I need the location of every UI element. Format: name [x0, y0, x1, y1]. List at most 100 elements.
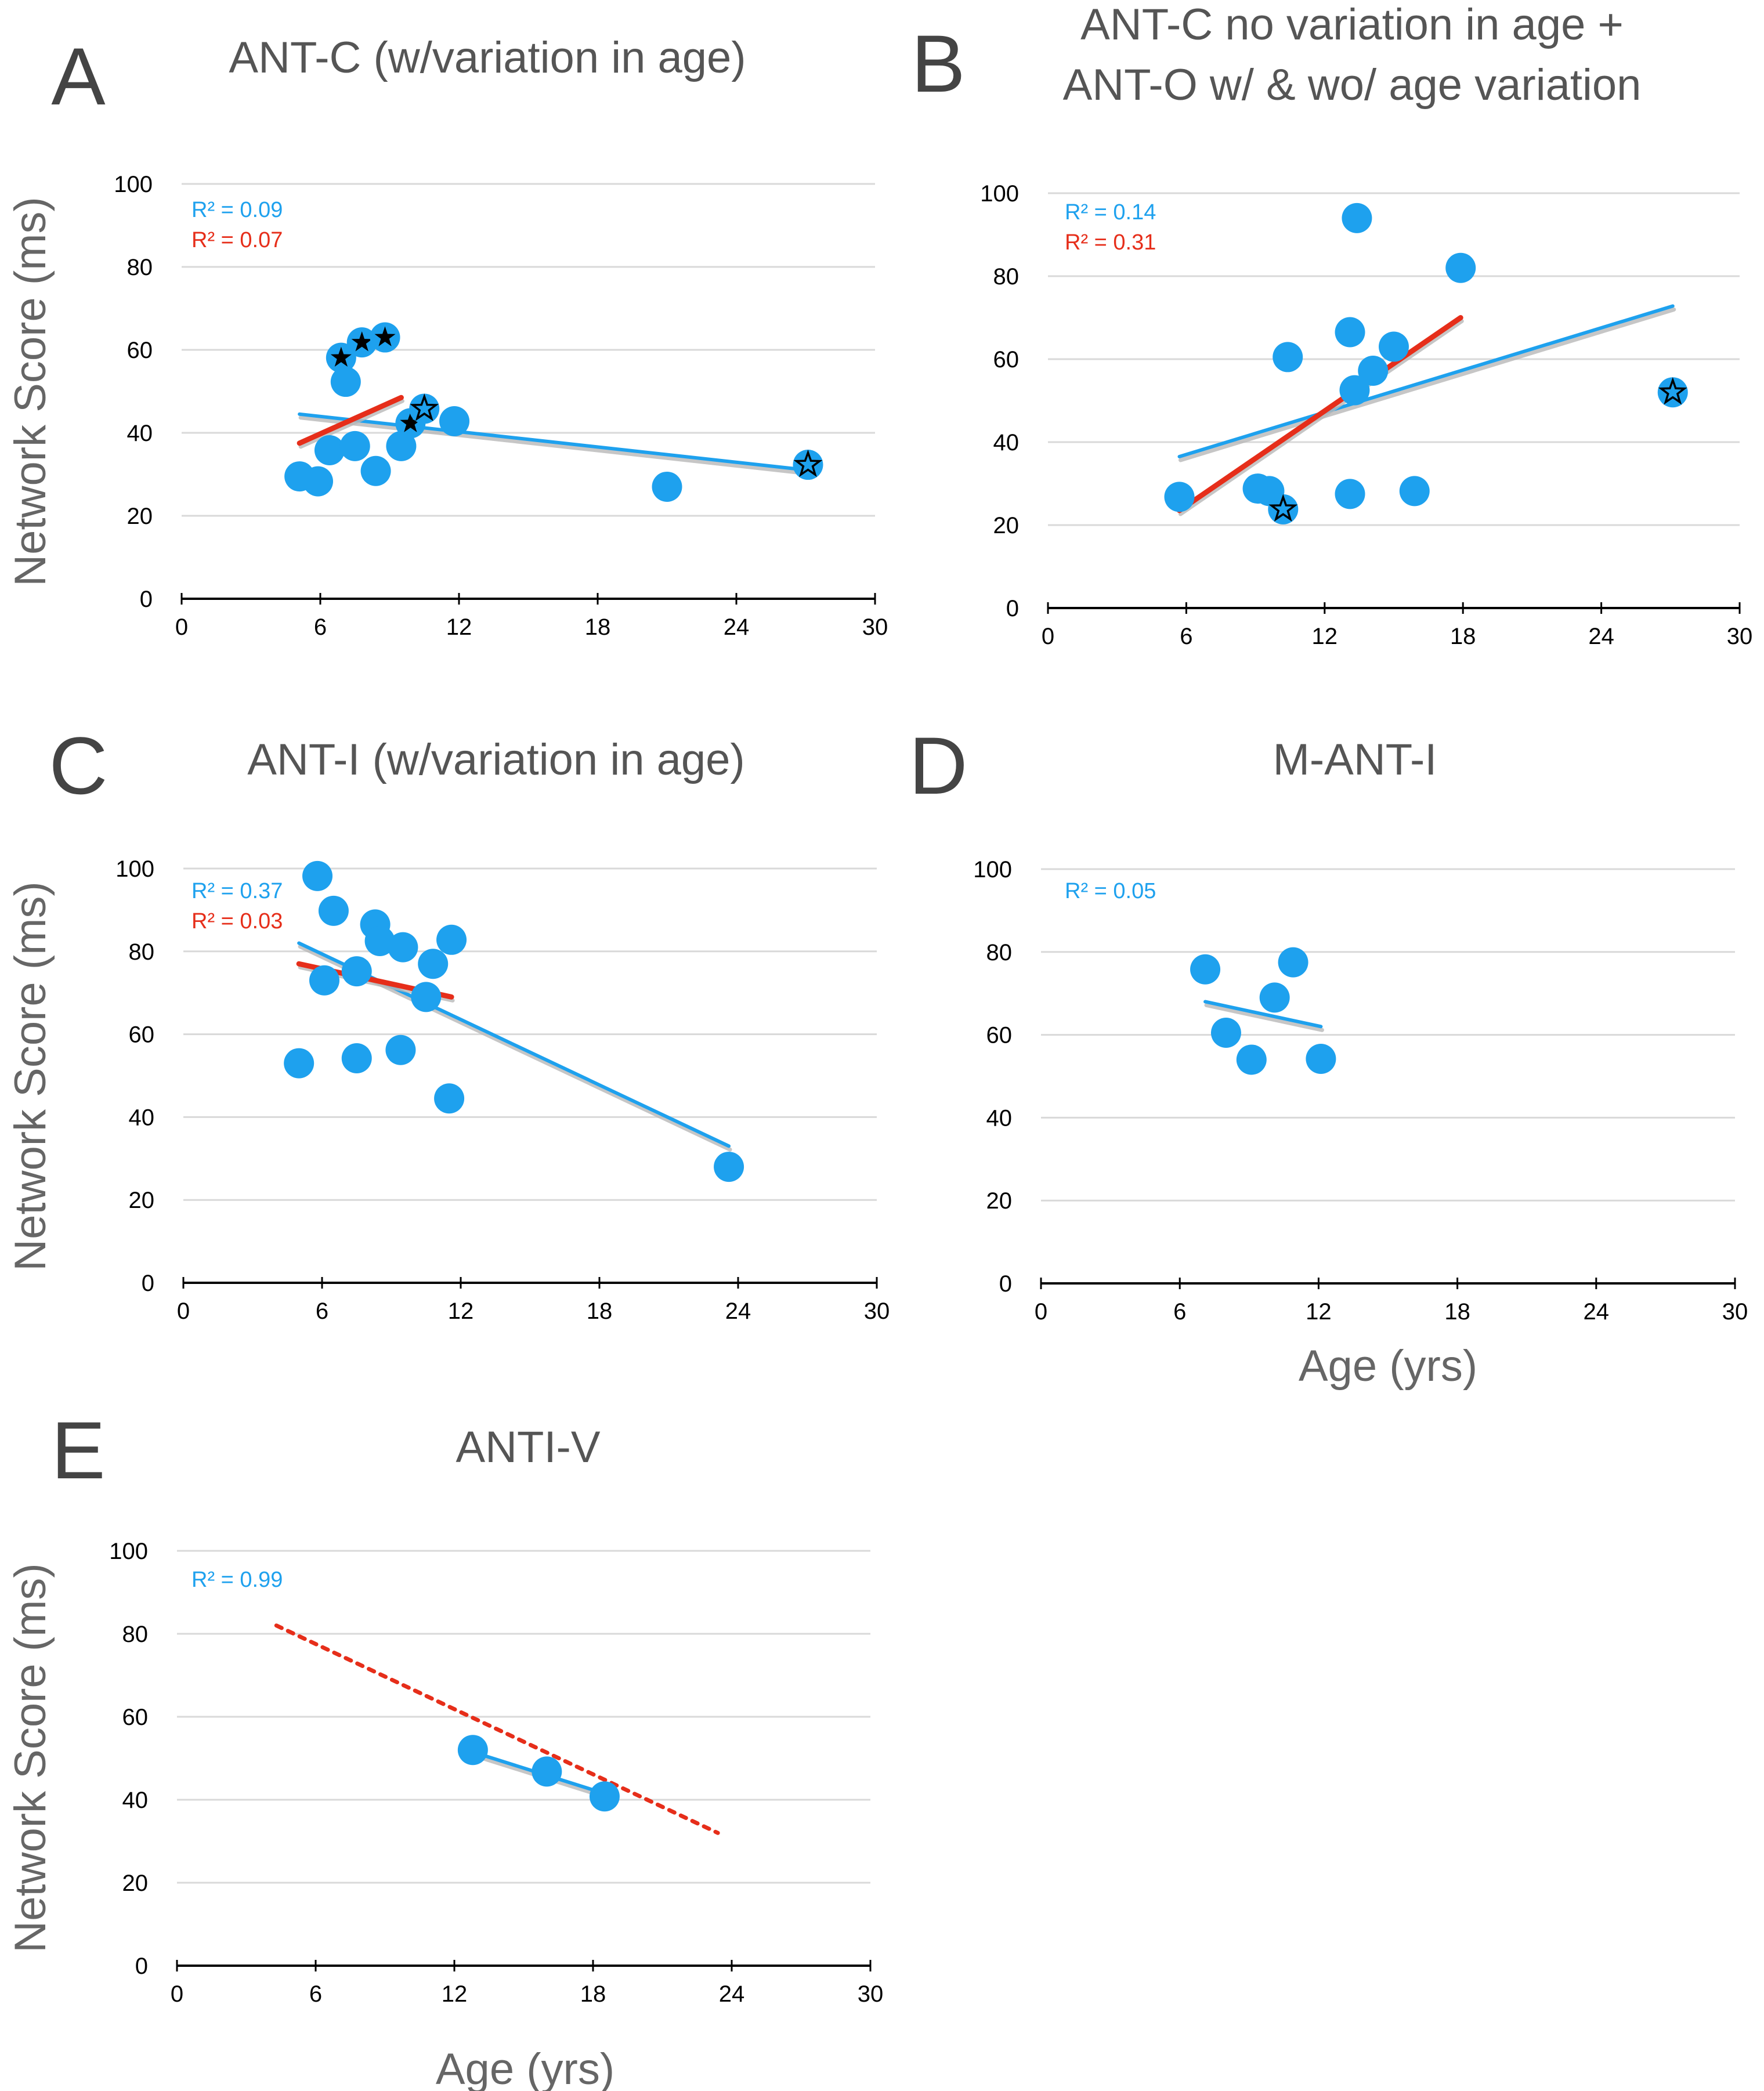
star-marker-filled: [374, 326, 396, 346]
y-tick-label: 20: [986, 1188, 1013, 1214]
panel-letter: B: [911, 18, 965, 109]
data-point: [439, 406, 470, 436]
data-point: [418, 949, 449, 979]
panel-title: ANTI-V: [456, 1423, 600, 1472]
x-tick-label: 30: [858, 1981, 884, 2007]
panel-letter: C: [49, 720, 107, 811]
y-tick-label: 80: [127, 255, 153, 280]
star-marker-filled: [400, 412, 421, 432]
star-marker-open: [793, 449, 823, 477]
panel-title: ANT-C no variation in age +: [1080, 0, 1624, 49]
r2-label-red: R² = 0.07: [191, 228, 283, 252]
star-marker-filled: [351, 331, 373, 352]
x-tick-label: 0: [177, 1298, 190, 1324]
x-tick-label: 30: [1722, 1299, 1748, 1325]
data-point: [385, 1034, 416, 1065]
x-tick-label: 0: [1042, 624, 1054, 649]
x-tick-label: 30: [1727, 624, 1753, 649]
y-axis-label: Network Score (ms): [6, 197, 55, 586]
trendline-red: [1176, 315, 1463, 513]
data-point: [1236, 1044, 1267, 1075]
x-tick-label: 24: [1588, 624, 1614, 649]
data-point: [341, 1043, 372, 1074]
star-marker-open: [410, 393, 439, 421]
data-point: [1210, 1018, 1241, 1048]
data-point: [303, 466, 334, 497]
r2-label-blue: R² = 0.99: [191, 1568, 283, 1592]
x-tick-label: 18: [587, 1298, 613, 1324]
x-tick-label: 30: [862, 614, 888, 640]
x-tick-label: 18: [585, 614, 611, 640]
data-point: [1306, 1044, 1336, 1075]
trendline-shadow: [1178, 319, 1464, 516]
panel-a: A ANT-C (w/variation in age) 0 6 12 18 24 30 0 20…: [6, 31, 888, 640]
data-point: [1259, 982, 1290, 1013]
data-point: [1399, 476, 1430, 507]
x-axis-label: Age (yrs): [436, 2045, 614, 2091]
y-tick-label: 60: [129, 1022, 155, 1048]
x-tick-label: 0: [1035, 1299, 1047, 1325]
y-tick-label: 60: [993, 347, 1020, 372]
x-tick-label: 24: [725, 1298, 751, 1324]
y-tick-label: 100: [114, 172, 153, 197]
data-point: [341, 956, 372, 987]
x-tick-label: 18: [1450, 624, 1476, 649]
y-tick-label: 40: [993, 430, 1020, 455]
data-point: [434, 1083, 465, 1114]
data-point: [457, 1735, 488, 1766]
y-tick-label: 80: [122, 1622, 149, 1647]
r2-label-blue: R² = 0.14: [1065, 200, 1156, 225]
x-tick-label: 6: [309, 1981, 322, 2007]
y-tick-label: 0: [999, 1271, 1012, 1297]
panel-title: ANT-O w/ & wo/ age variation: [1063, 60, 1642, 110]
x-tick-label: 6: [314, 614, 327, 640]
data-point: [360, 455, 391, 486]
x-tick-label: 12: [1306, 1299, 1332, 1325]
panel-title: ANT-C (w/variation in age): [229, 33, 746, 82]
data-point: [364, 925, 395, 956]
data-point: [409, 393, 440, 424]
star-marker-open: [1268, 494, 1298, 522]
data-point: [284, 1048, 315, 1079]
x-tick-label: 18: [1444, 1299, 1470, 1325]
data-point: [1379, 331, 1409, 362]
panel-letter: E: [51, 1405, 105, 1496]
panel-b: B ANT-C no variation in age + ANT-O w/ & w…: [911, 0, 1752, 649]
x-tick-label: 12: [442, 1981, 468, 2007]
data-point: [714, 1152, 744, 1182]
data-point: [388, 932, 418, 963]
x-tick-label: 24: [1584, 1299, 1610, 1325]
x-tick-label: 0: [175, 614, 188, 640]
y-tick-label: 20: [127, 504, 153, 529]
y-tick-label: 60: [122, 1705, 149, 1730]
r2-label-blue: R² = 0.09: [191, 198, 283, 222]
panel-e: E ANTI-V 0 6 12 18 24 30 0 20 40 60 80 100 Network Sco…: [6, 1405, 883, 2091]
data-point: [532, 1756, 562, 1787]
y-tick-label: 20: [122, 1871, 149, 1896]
x-tick-label: 18: [580, 1981, 606, 2007]
data-point: [1358, 356, 1389, 386]
x-tick-label: 12: [448, 1298, 474, 1324]
trendline-shadow: [1204, 1003, 1324, 1032]
y-tick-label: 20: [129, 1188, 155, 1213]
r2-label-blue: R² = 0.37: [191, 879, 283, 903]
data-point: [589, 1781, 620, 1812]
trendline-red: [297, 395, 404, 446]
x-tick-label: 24: [724, 614, 750, 640]
y-tick-label: 0: [140, 587, 153, 612]
x-tick-label: 6: [1173, 1299, 1186, 1325]
data-point: [1164, 482, 1195, 512]
panel-c: C ANT-I (w/variation in age) 0 6 12 18 24 30 0 20…: [6, 720, 890, 1324]
y-tick-label: 100: [980, 181, 1019, 207]
data-point: [411, 982, 442, 1012]
data-point: [318, 895, 349, 926]
y-tick-label: 60: [127, 338, 153, 363]
y-tick-label: 40: [127, 421, 153, 446]
data-point: [302, 860, 333, 891]
x-axis-label: Age (yrs): [1299, 1341, 1477, 1391]
data-point: [339, 430, 370, 461]
panel-d: D M-ANT-I 0 6 12 18 24 30 0 20 40 60 80 100 Age (yrs) R…: [909, 720, 1748, 1391]
trendline-red-dashed: [274, 1623, 720, 1835]
data-point: [1190, 954, 1221, 985]
